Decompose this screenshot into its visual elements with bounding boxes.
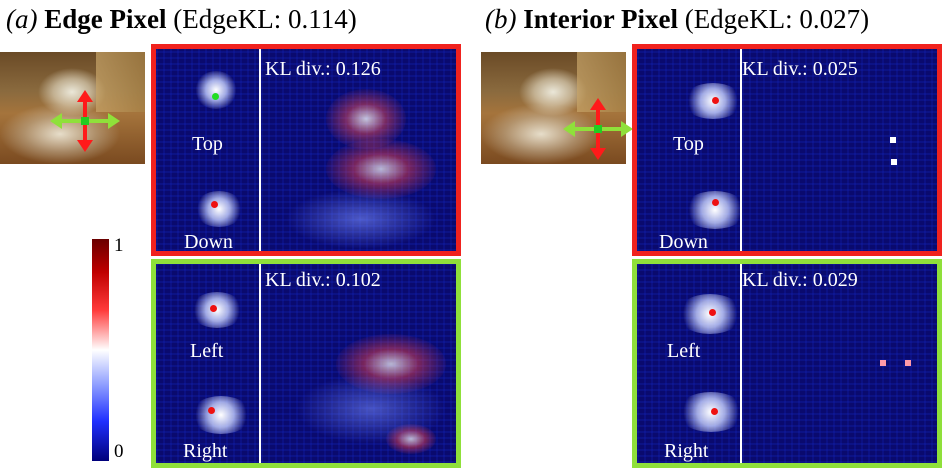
panel-b-metric: (EdgeKL: 0.027) [684, 4, 870, 34]
panel-b-title: (b) Interior Pixel (EdgeKL: 0.027) [485, 4, 869, 35]
panel-a-label-down: Down [184, 231, 233, 253]
panel-b-label-right: Right [664, 440, 709, 462]
panel-b-horizontal-heatmap: Left Right KL div.: 0.029 [632, 259, 942, 468]
panel-b-prefix: (b) [485, 4, 517, 34]
dog-thumbnail-b [481, 52, 626, 164]
panel-b-label-top: Top [673, 133, 704, 155]
panel-a-label-right: Right [183, 440, 228, 462]
colorbar-min-label: 0 [114, 441, 124, 462]
panel-a-horizontal-heatmap: Left Right KL div.: 0.102 [151, 259, 461, 468]
panel-b-label-left: Left [667, 340, 701, 362]
panel-b-vertical-heatmap: Top Down KL div.: 0.025 [632, 44, 942, 256]
panel-a-title: (a) Edge Pixel (EdgeKL: 0.114) [6, 4, 357, 35]
panel-b-label-down: Down [659, 231, 708, 253]
direction-arrows-a [50, 90, 120, 152]
dog-thumbnail-a [0, 52, 145, 164]
panel-a-label-left: Left [190, 340, 224, 362]
panel-a-prefix: (a) [6, 4, 38, 34]
direction-arrows-b [563, 98, 633, 160]
panel-a-heading: Edge Pixel [44, 4, 167, 34]
panel-a-vertical-kl: KL div.: 0.126 [265, 58, 381, 80]
panel-b-heading: Interior Pixel [523, 4, 678, 34]
panel-b-vertical-kl: KL div.: 0.025 [742, 58, 858, 80]
colorbar [92, 239, 109, 461]
panel-a-label-top: Top [192, 133, 223, 155]
panel-a-horizontal-kl: KL div.: 0.102 [265, 269, 381, 291]
panel-a-metric: (EdgeKL: 0.114) [173, 4, 357, 34]
panel-a-vertical-heatmap: Top Down KL div.: 0.126 [151, 44, 461, 256]
panel-b-horizontal-kl: KL div.: 0.029 [742, 269, 858, 291]
colorbar-max-label: 1 [114, 235, 124, 256]
